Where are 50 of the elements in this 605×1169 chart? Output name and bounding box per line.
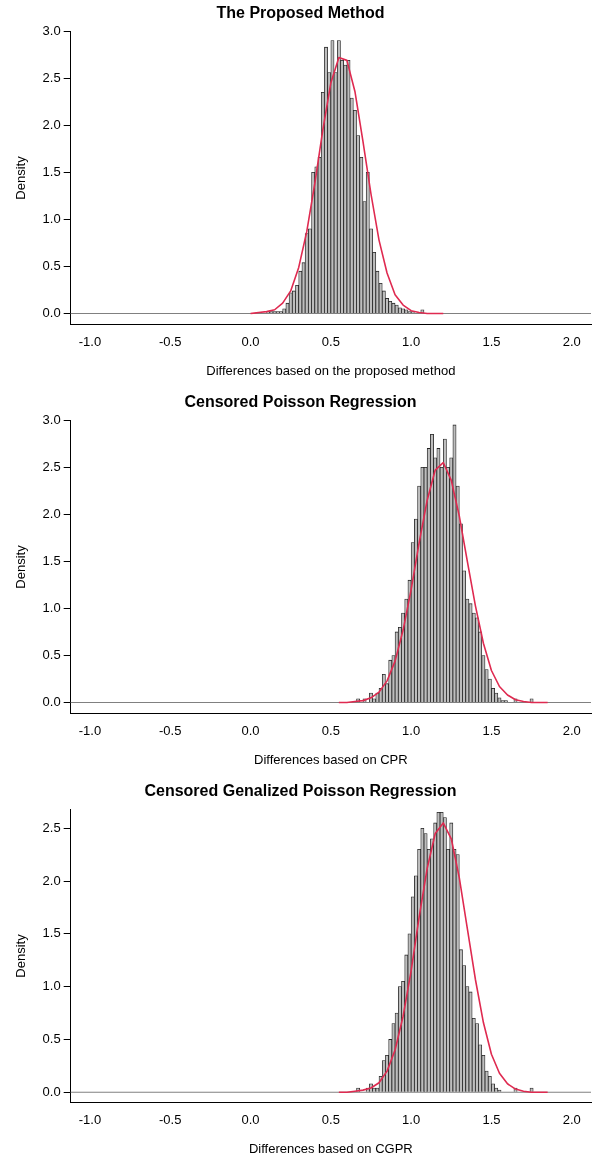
x-tick-label: 1.5	[482, 723, 501, 739]
x-tick-label: -1.0	[78, 1112, 102, 1128]
y-tick-label: 0.0	[42, 1083, 61, 1099]
y-tick-label: 1.0	[42, 599, 61, 615]
y-tick-label: 0.5	[42, 1031, 61, 1047]
x-tick-label: 0.5	[321, 723, 340, 739]
x-tick-label: -1.0	[78, 723, 102, 739]
x-tick-label: 0.5	[321, 1112, 340, 1128]
x-axis-title: Differences based on the proposed method	[206, 362, 456, 378]
y-tick-label: 0.0	[42, 694, 61, 710]
x-tick-label: 1.5	[482, 1112, 501, 1128]
y-tick-label: 0.5	[42, 258, 61, 274]
x-tick-label: 2.0	[562, 723, 581, 739]
y-tick-label: 3.0	[42, 22, 61, 38]
x-tick-label: 0.5	[321, 334, 340, 350]
x-tick-label: 2.0	[562, 1112, 581, 1128]
y-tick-label: 0.5	[42, 647, 61, 663]
x-tick-label: -0.5	[159, 334, 182, 350]
y-tick-label: 3.0	[42, 411, 61, 427]
y-axis-title: Density	[13, 155, 29, 200]
y-axis-title: Density	[13, 544, 29, 589]
x-tick-label: 1.0	[402, 723, 421, 739]
chart-title: Censored Poisson Regression	[184, 393, 417, 411]
x-tick-label: 1.0	[402, 334, 421, 350]
y-tick-label: 1.0	[42, 978, 61, 994]
x-tick-label: 1.5	[482, 334, 501, 350]
x-tick-label: -0.5	[159, 1112, 182, 1128]
y-tick-label: 1.5	[42, 552, 61, 568]
y-tick-label: 1.0	[42, 210, 61, 226]
chart-title: Censored Genalized Poisson Regression	[144, 782, 457, 800]
x-tick-label: 2.0	[562, 334, 581, 350]
y-tick-label: 0.0	[42, 305, 61, 321]
y-tick-label: 2.0	[42, 505, 61, 521]
y-tick-label: 2.5	[42, 69, 61, 85]
chart-title: The Proposed Method	[216, 4, 385, 22]
y-tick-label: 1.5	[42, 925, 61, 941]
y-tick-label: 2.0	[42, 872, 61, 888]
y-axis-title: Density	[13, 933, 29, 978]
x-tick-label: 0.0	[241, 1112, 260, 1128]
y-tick-label: 2.0	[42, 116, 61, 132]
x-tick-label: -0.5	[159, 723, 182, 739]
y-tick-label: 2.5	[42, 819, 61, 835]
x-axis-title: Differences based on CGPR	[248, 1140, 413, 1156]
x-tick-label: 1.0	[402, 1112, 421, 1128]
y-tick-label: 2.5	[42, 458, 61, 474]
x-tick-label: -1.0	[78, 334, 102, 350]
x-tick-label: 0.0	[241, 334, 260, 350]
y-tick-label: 1.5	[42, 163, 61, 179]
x-tick-label: 0.0	[241, 723, 260, 739]
x-axis-title: Differences based on CPR	[253, 751, 408, 767]
